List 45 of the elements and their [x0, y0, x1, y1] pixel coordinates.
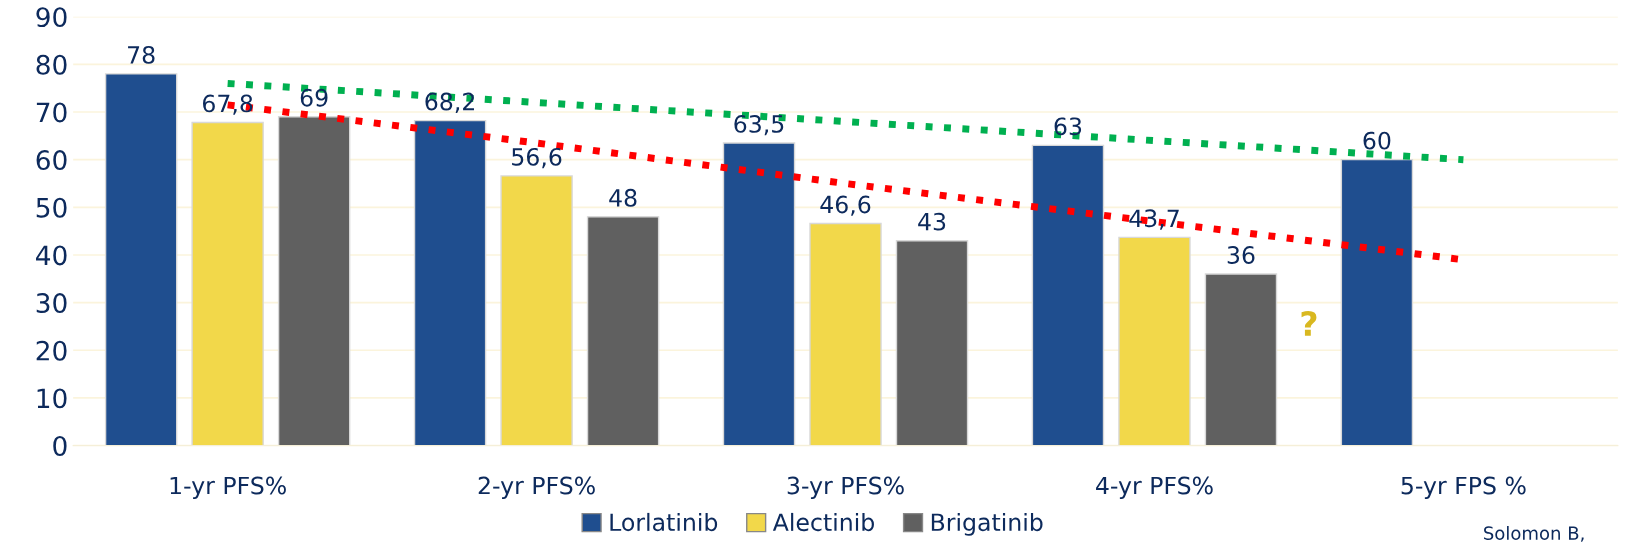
bar	[104, 73, 178, 446]
bar	[1031, 144, 1105, 446]
text: Solomon B,	[1484, 525, 1584, 542]
bar	[1118, 236, 1191, 446]
legend-label: Alectinib	[772, 512, 874, 532]
data-label: 46,6	[820, 195, 871, 216]
data-label: 68,2	[425, 92, 474, 113]
data-label: 69	[300, 88, 328, 107]
x-tick-label: 1-yr PFS%	[170, 476, 286, 500]
x-tick-label: 4-yr PFS%	[1096, 476, 1213, 500]
y-tick-label: 80	[36, 54, 67, 75]
data-label: 63	[1054, 117, 1082, 136]
bar	[500, 175, 573, 446]
bar	[895, 239, 969, 446]
bar	[277, 116, 351, 446]
bar	[809, 222, 882, 446]
bar	[1340, 158, 1414, 446]
data-label: 67,8	[203, 94, 253, 115]
annotation: ?	[1301, 310, 1317, 336]
x-tick-label: 2-yr PFS%	[478, 476, 595, 500]
data-label: 48	[609, 188, 637, 207]
bar	[1204, 273, 1278, 446]
bar	[413, 119, 487, 446]
y-tick-label: 30	[36, 293, 67, 314]
y-tick-label: 10	[37, 388, 67, 409]
y-tick-label: 60	[36, 150, 67, 171]
data-label: 36	[1227, 246, 1255, 264]
y-tick-label: 20	[36, 340, 67, 361]
data-label: 60	[1363, 131, 1391, 150]
data-label: 63,5	[734, 115, 784, 136]
bar	[722, 142, 796, 446]
legend-label: Brigatinib	[931, 512, 1043, 536]
legend-label: Lorlatinib	[610, 512, 718, 532]
data-label: 43	[918, 212, 946, 231]
bar	[586, 216, 660, 446]
y-tick-label: 50	[36, 197, 67, 218]
x-tick-label: 3-yr PFS%	[787, 476, 904, 500]
x-tick-label: 5-yr FPS %	[1401, 476, 1526, 500]
y-tick-label: 0	[53, 436, 67, 456]
data-label: 56,6	[512, 147, 562, 169]
y-tick-label: 90	[36, 7, 67, 28]
data-label: 78	[128, 45, 155, 64]
y-tick-label: 70	[36, 102, 67, 123]
bar	[191, 121, 264, 446]
y-tick-label: 40	[36, 245, 67, 266]
